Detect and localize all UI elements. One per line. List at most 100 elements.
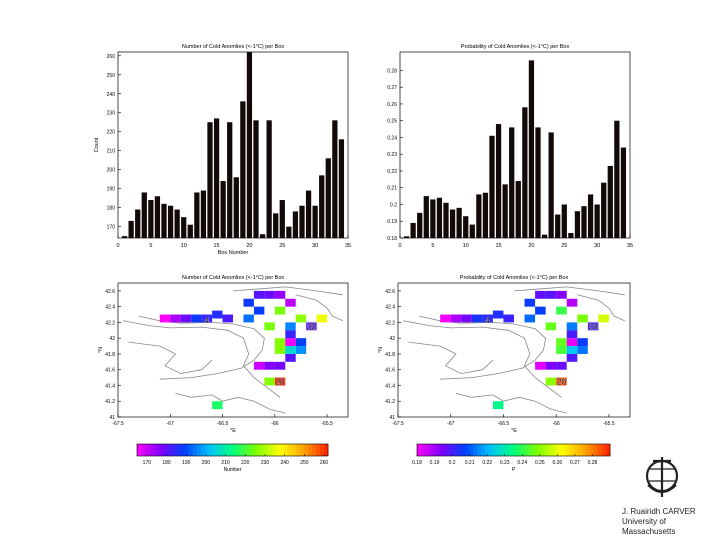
- box-number-label: 4: [205, 316, 210, 325]
- y-tick-label: 42.2: [105, 320, 115, 326]
- colorbar-tick-label: 190: [182, 460, 191, 466]
- x-tick-label: 5: [431, 243, 434, 249]
- colorbar-tick-label: 170: [143, 460, 152, 466]
- colorbar-label: P: [512, 467, 516, 473]
- heatmap-cell: [295, 338, 307, 347]
- heatmap-cell: [503, 314, 514, 323]
- colorbar-segment: [200, 444, 206, 456]
- heatmap-cell: [556, 290, 567, 299]
- colorbar-segment: [429, 444, 434, 456]
- y-axis-label: °N: [378, 347, 384, 353]
- x-tick-label: 10: [181, 243, 187, 249]
- bar: [463, 216, 469, 238]
- y-axis-label: °N: [98, 347, 104, 353]
- heatmap-cell: [316, 314, 328, 323]
- x-axis-label: °E: [511, 428, 517, 434]
- colorbar-tick-label: 0.2: [449, 460, 456, 466]
- y-tick-label: 41.2: [105, 399, 115, 405]
- colorbar-segment: [192, 444, 198, 456]
- y-tick-label: 0.18: [387, 236, 397, 242]
- y-tick-label: 41.4: [105, 383, 115, 389]
- colorbar-segment: [457, 444, 462, 456]
- colorbar-segment: [152, 444, 158, 456]
- x-tick-label: -67: [167, 421, 174, 427]
- colorbar-segment: [437, 444, 442, 456]
- x-tick-label: 30: [312, 243, 318, 249]
- x-axis-label: Box Number: [218, 250, 249, 256]
- bar: [555, 214, 561, 238]
- x-tick-label: -66.5: [498, 421, 510, 427]
- x-tick-label: 25: [279, 243, 285, 249]
- bar: [213, 118, 220, 238]
- bathymetry-contour: [175, 393, 286, 414]
- heatmap-cell: [253, 290, 265, 299]
- colorbar-segment: [188, 444, 194, 456]
- colorbar-segment: [473, 444, 478, 456]
- colorbar-tick-label: 240: [281, 460, 290, 466]
- colorbar-segment: [449, 444, 454, 456]
- y-tick-label: 41.8: [105, 352, 115, 358]
- colorbar-segment: [497, 444, 502, 456]
- colorbar-label: Number: [224, 467, 242, 473]
- bar: [561, 204, 567, 238]
- bar: [502, 184, 508, 238]
- y-tick-label: 41: [109, 415, 115, 421]
- colorbar-segment: [240, 444, 245, 456]
- colorbar-segment: [324, 444, 329, 456]
- colorbar-segment: [160, 444, 166, 456]
- colorbar-segment: [577, 444, 583, 456]
- chart-title: Probability of Cold Anomlies (<-1°C) per…: [460, 275, 569, 281]
- bar: [403, 236, 410, 238]
- colorbar-segment: [573, 444, 579, 456]
- colorbar-segment: [216, 444, 221, 456]
- heatmap-cell: [566, 322, 578, 331]
- y-tick-label: 250: [107, 73, 116, 79]
- bar: [614, 120, 620, 238]
- colorbar-segment: [549, 444, 555, 456]
- colorbar-segment: [421, 444, 426, 456]
- bar: [509, 127, 515, 238]
- bar: [528, 60, 535, 238]
- bar: [121, 236, 128, 238]
- bar: [522, 107, 528, 238]
- logo-line-2: University of Massachusetts: [622, 517, 676, 536]
- colorbar-segment: [296, 444, 301, 456]
- heatmap-cell: [598, 314, 609, 323]
- heatmap-cell: [264, 377, 275, 386]
- bathymetry-contour: [138, 315, 265, 380]
- bar: [259, 234, 266, 238]
- y-tick-label: 41: [389, 415, 395, 421]
- colorbar-tick-label: 180: [162, 460, 171, 466]
- bathymetry-contour: [577, 294, 625, 322]
- bar: [430, 199, 436, 238]
- colorbar-segment: [204, 444, 210, 456]
- colorbar-segment: [184, 444, 190, 456]
- heatmap-cell: [577, 338, 588, 347]
- bar: [141, 192, 147, 238]
- logo-line-1: J. Ruairidh CARVER: [622, 507, 696, 516]
- bar: [469, 224, 475, 238]
- colorbar-segment: [228, 444, 233, 456]
- colorbar-segment: [417, 444, 422, 456]
- x-tick-label: 35: [345, 243, 351, 249]
- bar: [174, 209, 180, 238]
- colorbar-segment: [525, 444, 530, 456]
- box-number-label: 20: [276, 378, 285, 387]
- colorbar-segment: [208, 444, 214, 456]
- colorbar-segment: [288, 444, 293, 456]
- x-tick-label: 15: [214, 243, 220, 249]
- colorbar-segment: [168, 444, 174, 456]
- heatmap-cell: [274, 361, 286, 370]
- bar: [410, 222, 416, 238]
- colorbar-segment: [537, 444, 543, 456]
- bar: [128, 220, 134, 238]
- x-tick-label: -67.5: [392, 421, 404, 427]
- bathymetry-contour: [123, 320, 281, 398]
- colorbar-segment: [605, 444, 611, 456]
- heatmap-cell: [201, 314, 213, 323]
- heatmap-cell: [243, 314, 254, 323]
- colorbar-segment: [308, 444, 313, 456]
- bar: [607, 165, 613, 238]
- heatmap-cell: [566, 346, 578, 354]
